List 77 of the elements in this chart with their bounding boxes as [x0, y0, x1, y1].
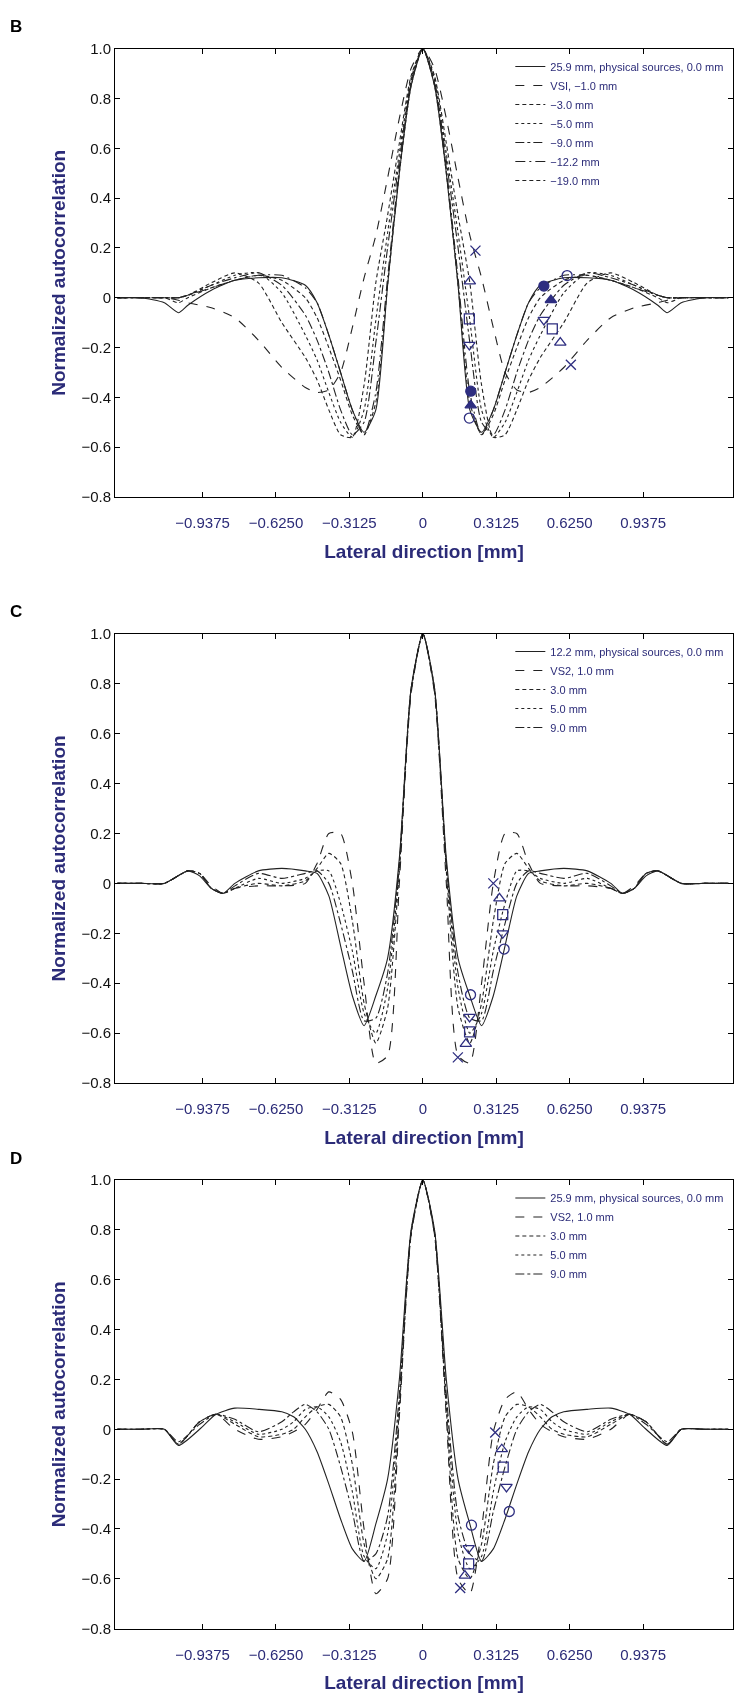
x-tick-label: 0.6250 [546, 1645, 593, 1663]
legend-label: 5.0 mm [550, 702, 588, 715]
y-tick-label: 0.4 [90, 774, 111, 792]
chart-title: B [10, 17, 23, 36]
y-tick-label: −0.6 [81, 1024, 111, 1042]
y-axis-title: Normalized autocorrelation [48, 735, 70, 982]
legend-label: 25.9 mm, physical sources, 0.0 mm [550, 1192, 724, 1205]
y-tick-label: 0.4 [90, 189, 111, 207]
x-tick-label: 0.9375 [620, 1645, 667, 1663]
y-tick-label: −0.8 [81, 1619, 111, 1637]
y-tick-label: 0 [102, 1420, 111, 1438]
legend-label: −9.0 mm [550, 136, 594, 149]
y-tick-label: 0.2 [90, 1370, 111, 1388]
y-tick-label: 0.6 [90, 724, 111, 742]
x-tick-label: 0.6250 [546, 514, 593, 532]
legend-label: 9.0 mm [550, 1268, 588, 1281]
chart-title: D [10, 1149, 23, 1168]
x-tick-label: −0.6250 [248, 514, 304, 532]
x-tick-label: 0 [418, 514, 427, 532]
chart-title: C [10, 602, 23, 621]
x-tick-label: 0.9375 [620, 514, 667, 532]
y-tick-label: −0.8 [81, 1074, 111, 1092]
x-tick-label: −0.6250 [248, 1645, 304, 1663]
legend-label: −3.0 mm [550, 98, 594, 111]
y-tick-label: 0.6 [90, 139, 111, 157]
x-axis-title: Lateral direction [mm] [324, 1126, 524, 1148]
x-tick-label: 0.9375 [620, 1100, 667, 1118]
legend-label: 12.2 mm, physical sources, 0.0 mm [550, 645, 724, 658]
legend-label: −12.2 mm [550, 155, 600, 168]
x-tick-label: −0.3125 [322, 1100, 377, 1118]
y-tick-label: −0.8 [81, 488, 111, 506]
y-tick-label: −0.4 [81, 388, 111, 406]
x-tick-label: −0.9375 [175, 1645, 230, 1663]
x-tick-label: −0.6250 [248, 1100, 304, 1118]
x-tick-label: −0.3125 [322, 1645, 377, 1663]
y-tick-label: −0.6 [81, 438, 111, 456]
legend-label: 5.0 mm [550, 1249, 588, 1262]
y-tick-label: 0.6 [90, 1271, 111, 1289]
y-tick-label: 1.0 [90, 39, 111, 57]
y-tick-label: −0.2 [81, 924, 111, 942]
x-tick-label: −0.9375 [175, 1100, 230, 1118]
x-tick-label: 0.6250 [546, 1100, 593, 1118]
x-axis-title: Lateral direction [mm] [324, 1672, 524, 1694]
y-tick-label: 1.0 [90, 1171, 111, 1189]
legend-label: 25.9 mm, physical sources, 0.0 mm [550, 60, 724, 73]
legend-label: −5.0 mm [550, 117, 594, 130]
legend-label: −19.0 mm [550, 174, 600, 187]
y-tick-label: −0.6 [81, 1570, 111, 1588]
y-axis-title: Normalized autocorrelation [48, 1281, 70, 1528]
y-tick-label: 0.8 [90, 674, 111, 692]
y-tick-label: 1.0 [90, 624, 111, 642]
legend-label: 3.0 mm [550, 1230, 588, 1243]
y-tick-label: 0.4 [90, 1320, 111, 1338]
y-tick-label: 0 [102, 874, 111, 892]
y-tick-label: 0.2 [90, 239, 111, 257]
x-tick-label: 0.3125 [473, 514, 520, 532]
y-tick-label: −0.2 [81, 1470, 111, 1488]
y-tick-label: −0.4 [81, 1520, 111, 1538]
x-tick-label: 0 [418, 1645, 427, 1663]
y-tick-label: 0.8 [90, 89, 111, 107]
x-tick-label: 0.3125 [473, 1645, 520, 1663]
legend-label: VS2, 1.0 mm [550, 664, 614, 677]
y-tick-label: 0.8 [90, 1221, 111, 1239]
x-tick-label: 0 [418, 1100, 427, 1118]
x-tick-label: −0.3125 [322, 514, 377, 532]
legend-label: 3.0 mm [550, 683, 588, 696]
y-tick-label: −0.2 [81, 338, 111, 356]
legend-label: VSI, −1.0 mm [550, 79, 618, 92]
legend-label: VS2, 1.0 mm [550, 1211, 614, 1224]
y-tick-label: 0 [102, 288, 111, 306]
x-tick-label: 0.3125 [473, 1100, 520, 1118]
y-tick-label: 0.2 [90, 824, 111, 842]
x-axis-title: Lateral direction [mm] [324, 540, 524, 562]
y-axis-title: Normalized autocorrelation [48, 149, 70, 396]
y-tick-label: −0.4 [81, 974, 111, 992]
x-tick-label: −0.9375 [175, 514, 230, 532]
legend-label: 9.0 mm [550, 721, 588, 734]
